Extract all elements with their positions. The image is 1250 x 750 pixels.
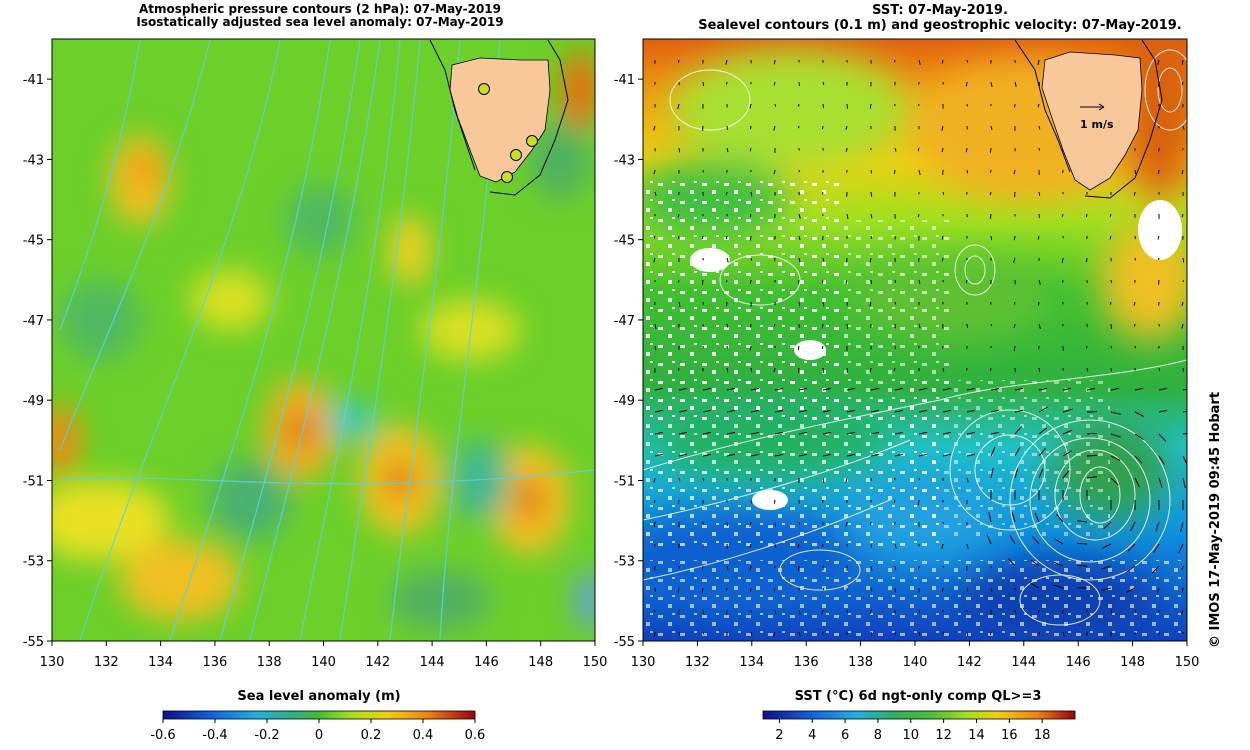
y-tick-label: -49 — [23, 394, 44, 409]
colorbar-tick-label: 12 — [935, 728, 952, 743]
right-colorbar-label: SST (°C) 6d ngt-only comp QL>=3 — [794, 689, 1042, 704]
right-y-axis: -41 -43 -45 -47 -49 -51 -53 -55 — [614, 73, 643, 650]
x-tick-label: 146 — [474, 655, 499, 670]
right-colorbar: 2 4 6 8 10 12 14 16 18 — [762, 710, 1076, 743]
colorbar-tick-label: -0.4 — [202, 728, 227, 743]
sealevel-contours — [643, 49, 1187, 626]
y-tick-label: -43 — [614, 153, 635, 168]
left-colorbar: -0.6 -0.4 -0.2 0 0.2 0.4 0.6 — [150, 710, 486, 743]
velocity-arrows — [653, 59, 1187, 637]
x-tick-label: 132 — [94, 655, 119, 670]
left-title-line1: Atmospheric pressure contours (2 hPa): 0… — [138, 2, 501, 16]
left-x-axis: 130 132 134 136 138 140 142 144 146 148 150 — [40, 641, 608, 670]
tasmania-land — [1041, 51, 1143, 191]
right-title-line2: Sealevel contours (0.1 m) and geostrophi… — [698, 18, 1182, 33]
y-tick-label: -53 — [614, 555, 635, 570]
x-tick-label: 142 — [365, 655, 390, 670]
x-tick-label: 138 — [257, 655, 282, 670]
sst-field: 1 m/s — [643, 39, 1187, 641]
y-tick-label: -51 — [614, 474, 635, 489]
y-tick-label: -53 — [23, 555, 44, 570]
x-tick-label: 144 — [1011, 655, 1036, 670]
x-tick-label: 140 — [903, 655, 928, 670]
colorbar-tick-label: 0 — [315, 728, 323, 743]
x-tick-label: 136 — [794, 655, 819, 670]
y-tick-label: -45 — [23, 234, 44, 249]
x-tick-label: 144 — [420, 655, 445, 670]
x-tick-label: 146 — [1066, 655, 1091, 670]
colorbar-tick-label: 6 — [841, 728, 849, 743]
x-tick-label: 134 — [739, 655, 764, 670]
x-tick-label: 136 — [202, 655, 227, 670]
x-tick-label: 130 — [40, 655, 65, 670]
y-tick-label: -41 — [614, 73, 635, 88]
station-marker — [510, 149, 522, 161]
y-tick-label: -47 — [23, 314, 44, 329]
station-marker — [478, 83, 490, 95]
colorbar-tick-label: 8 — [874, 728, 882, 743]
left-map-title: Atmospheric pressure contours (2 hPa): 0… — [0, 3, 640, 29]
y-tick-label: -55 — [614, 635, 635, 650]
y-tick-label: -51 — [23, 474, 44, 489]
x-tick-label: 134 — [148, 655, 173, 670]
colorbar-tick-label: 4 — [808, 728, 816, 743]
y-tick-label: -55 — [23, 635, 44, 650]
right-x-axis: 130 132 134 136 138 140 142 144 146 148 150 — [631, 641, 1200, 670]
x-tick-label: 148 — [1120, 655, 1145, 670]
x-tick-label: 130 — [631, 655, 656, 670]
y-tick-label: -43 — [23, 153, 44, 168]
sla-field — [52, 39, 595, 641]
velocity-scale-label: 1 m/s — [1080, 118, 1114, 131]
colorbar-tick-label: -0.6 — [150, 728, 175, 743]
left-title-line2: Isostatically adjusted sea level anomaly… — [136, 15, 504, 29]
colorbar-tick-label: 16 — [1001, 728, 1018, 743]
y-tick-label: -45 — [614, 234, 635, 249]
sst-map: 1 m/s -41 -43 -45 -47 -49 -51 -53 -55 130 132 134… — [614, 38, 1200, 670]
colorbar-tick-label: 0.2 — [361, 728, 382, 743]
colorbar-tick-label: 18 — [1034, 728, 1051, 743]
y-tick-label: -47 — [614, 314, 635, 329]
station-marker — [526, 135, 538, 147]
colorbar-tick-label: 2 — [775, 728, 783, 743]
y-tick-label: -49 — [614, 394, 635, 409]
colorbar-tick-label: -0.2 — [254, 728, 279, 743]
x-tick-label: 150 — [583, 655, 608, 670]
x-tick-label: 140 — [311, 655, 336, 670]
left-colorbar-label: Sea level anomaly (m) — [237, 689, 401, 704]
y-tick-label: -41 — [23, 73, 44, 88]
colorbar-tick-label: 14 — [968, 728, 985, 743]
right-map-title: SST: 07-May-2019. Sealevel contours (0.1… — [620, 3, 1250, 33]
station-marker — [501, 171, 513, 183]
x-tick-label: 138 — [848, 655, 873, 670]
x-tick-label: 148 — [528, 655, 553, 670]
x-tick-label: 132 — [685, 655, 710, 670]
tasmania-land — [449, 57, 551, 183]
x-tick-label: 150 — [1175, 655, 1200, 670]
sea-level-anomaly-map: -41 -43 -45 -47 -49 -51 -53 -55 130 132 134 136 138… — [23, 38, 608, 670]
colorbar-tick-label: 0.4 — [413, 728, 434, 743]
colorbar-tick-label: 10 — [903, 728, 920, 743]
left-y-axis: -41 -43 -45 -47 -49 -51 -53 -55 — [23, 73, 52, 650]
colorbar-tick-label: 0.6 — [465, 728, 486, 743]
right-title-line1: SST: 07-May-2019. — [872, 3, 1008, 18]
cloud-mask — [643, 180, 1183, 640]
copyright-notice: © IMOS 17-May-2019 09:45 Hobart — [1208, 391, 1223, 648]
x-tick-label: 142 — [957, 655, 982, 670]
